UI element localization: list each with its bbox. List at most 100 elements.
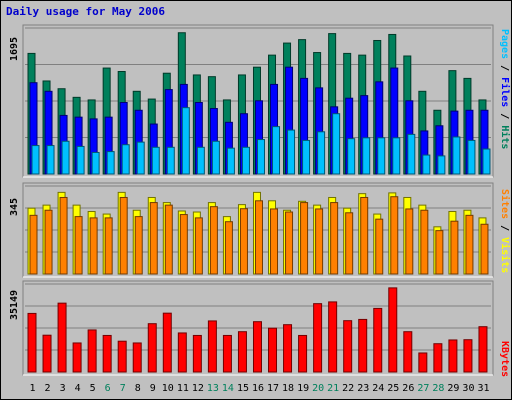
pages-bar bbox=[422, 154, 431, 175]
day-tick-label: 26 bbox=[402, 383, 414, 394]
kbytes-bar bbox=[222, 334, 232, 373]
kbytes-bar bbox=[418, 352, 428, 373]
sites-bar bbox=[164, 204, 173, 275]
sites-bar bbox=[315, 208, 324, 275]
sites-bar bbox=[239, 208, 248, 275]
pages-bar bbox=[362, 137, 371, 175]
day-tick-label: 24 bbox=[372, 383, 384, 394]
pages-bar bbox=[437, 155, 446, 175]
day-tick-label: 13 bbox=[207, 383, 219, 394]
day-tick-label: 6 bbox=[105, 383, 111, 394]
legend-separator: / bbox=[499, 59, 510, 77]
day-tick-label: 25 bbox=[387, 383, 399, 394]
day-tick-label: 27 bbox=[417, 383, 429, 394]
pages-bar bbox=[181, 107, 190, 175]
pages-bar bbox=[467, 139, 476, 175]
kbytes-bar bbox=[388, 287, 398, 373]
kbytes-bar bbox=[328, 301, 338, 373]
day-tick-label: 16 bbox=[252, 383, 264, 394]
kbytes-bar bbox=[448, 339, 458, 373]
kbytes-bar bbox=[72, 342, 82, 373]
kbytes-bar bbox=[57, 302, 67, 373]
kbytes-bar bbox=[343, 320, 353, 373]
kbytes-bar bbox=[42, 334, 52, 373]
pages-bar bbox=[256, 139, 265, 175]
pages-bar bbox=[136, 141, 145, 175]
day-tick-label: 23 bbox=[357, 383, 369, 394]
legend-separator: / bbox=[499, 219, 510, 237]
sites-bar bbox=[270, 208, 279, 275]
kbytes-bar bbox=[162, 312, 172, 373]
sites-bar bbox=[435, 230, 444, 275]
kbytes-bar bbox=[132, 342, 142, 373]
day-tick-label: 30 bbox=[462, 383, 474, 394]
day-tick-label: 7 bbox=[120, 383, 126, 394]
sites-bar bbox=[44, 209, 53, 275]
chart-title: Daily usage for May 2006 bbox=[6, 5, 165, 18]
day-tick-label: 19 bbox=[297, 383, 309, 394]
kbytes-bar bbox=[283, 324, 293, 373]
day-tick-label: 22 bbox=[342, 383, 354, 394]
sites-bar bbox=[465, 214, 474, 275]
legend-visits: Visits bbox=[499, 237, 511, 273]
sites-bar bbox=[149, 202, 158, 275]
sites-bar bbox=[450, 220, 459, 275]
pages-bar bbox=[76, 145, 85, 175]
pages-bar bbox=[302, 139, 311, 175]
kbytes-bar bbox=[313, 303, 323, 373]
panel-3-legend: KBytes bbox=[499, 341, 510, 377]
legend-sites: Sites bbox=[499, 189, 511, 219]
pages-bar bbox=[241, 146, 250, 175]
pages-bar bbox=[407, 133, 416, 175]
pages-bar bbox=[272, 126, 281, 175]
pages-bar bbox=[317, 131, 326, 175]
pages-bar bbox=[482, 148, 491, 175]
pages-bar bbox=[347, 138, 356, 175]
day-tick-label: 2 bbox=[45, 383, 51, 394]
day-tick-label: 14 bbox=[222, 383, 234, 394]
kbytes-bar bbox=[177, 332, 187, 373]
day-tick-label: 11 bbox=[177, 383, 189, 394]
kbytes-bar bbox=[87, 329, 97, 373]
kbytes-bar bbox=[102, 334, 112, 373]
legend-files: Files bbox=[499, 77, 511, 107]
kbytes-bar bbox=[252, 321, 262, 373]
sites-bar bbox=[29, 214, 38, 275]
sites-bar bbox=[89, 217, 98, 275]
sites-bar bbox=[360, 196, 369, 275]
sites-bar bbox=[59, 196, 68, 275]
pages-bar bbox=[166, 146, 175, 175]
pages-bar bbox=[91, 151, 100, 175]
sites-bar bbox=[405, 208, 414, 275]
legend-hits: Hits bbox=[499, 125, 511, 149]
sites-bar bbox=[345, 212, 354, 275]
kbytes-bar bbox=[358, 318, 368, 373]
day-tick-label: 12 bbox=[192, 383, 204, 394]
sites-bar bbox=[330, 202, 339, 275]
sites-bar bbox=[375, 218, 384, 275]
kbytes-bar bbox=[237, 331, 247, 373]
sites-bar bbox=[194, 217, 203, 275]
pages-bar bbox=[287, 129, 296, 175]
day-tick-label: 15 bbox=[237, 383, 249, 394]
kbytes-bar bbox=[27, 312, 37, 373]
panel-2-legend: Sites / Visits bbox=[499, 189, 511, 273]
day-tick-label: 29 bbox=[447, 383, 459, 394]
legend-kbytes: KBytes bbox=[499, 341, 510, 377]
day-tick-label: 5 bbox=[90, 383, 96, 394]
pages-bar bbox=[377, 137, 386, 175]
sites-bar bbox=[74, 216, 83, 275]
sites-bar bbox=[209, 206, 218, 275]
pages-bar bbox=[392, 137, 401, 175]
sites-bar bbox=[104, 217, 113, 275]
sites-bar bbox=[134, 216, 143, 275]
pages-bar bbox=[196, 146, 205, 175]
pages-bar bbox=[452, 136, 461, 175]
pages-bar bbox=[61, 140, 70, 175]
sites-bar bbox=[285, 211, 294, 275]
sites-bar bbox=[179, 214, 188, 275]
pages-bar bbox=[211, 140, 220, 175]
panel-3-ymax-label: 35149 bbox=[9, 290, 20, 320]
panel-1-ymax-label: 1695 bbox=[9, 37, 20, 61]
